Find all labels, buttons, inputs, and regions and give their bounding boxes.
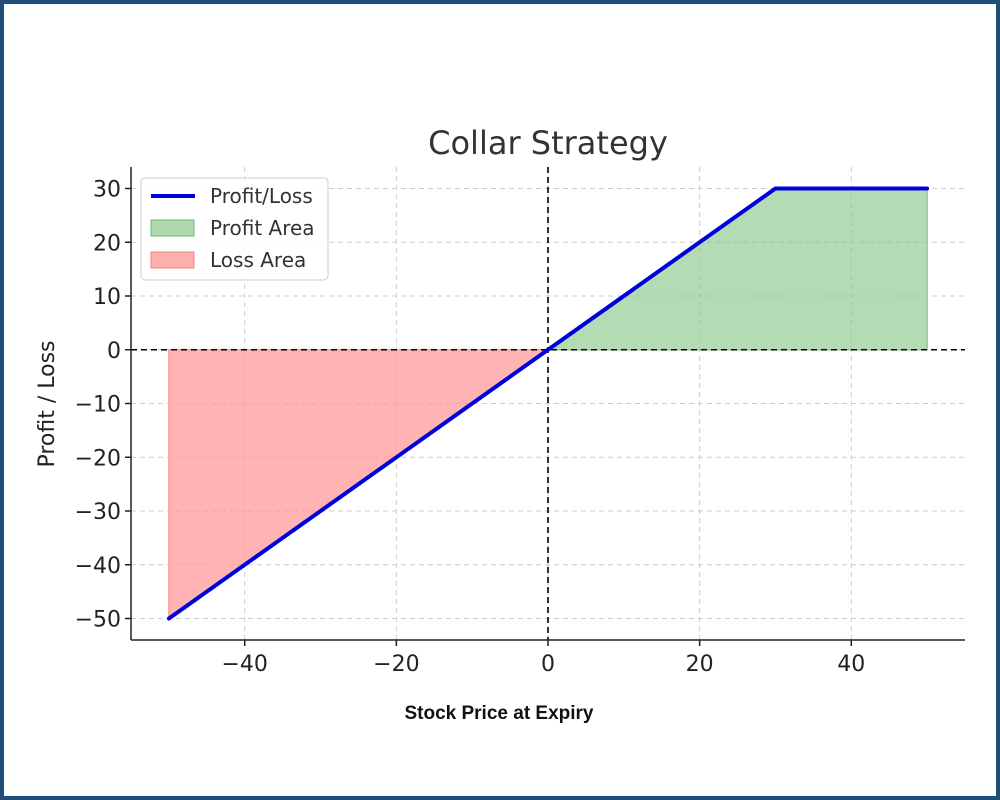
y-axis-label: Profit / Loss [35,340,60,467]
x-tick-label--40: −40 [222,652,268,677]
x-tick-label-0: 0 [541,652,555,677]
legend: Profit/Loss Profit Area Loss Area [140,177,329,281]
y-tick-label-30: 30 [93,178,121,203]
y-tick-label-20: 20 [93,231,121,256]
area-profit-area [545,187,928,351]
legend-swatch-profit-area [150,219,195,237]
y-tick-label--40: −40 [75,554,121,579]
legend-label-profit-loss: Profit/Loss [210,184,313,208]
x-tick-label--20: −20 [373,652,419,677]
series-lines [166,186,930,621]
chart-title: Collar Strategy [428,124,668,162]
legend-label-profit-area: Profit Area [210,216,315,240]
y-tick-label--30: −30 [75,500,121,525]
x-axis-label: Stock Price at Expiry [404,703,593,724]
y-tick-label--10: −10 [75,393,121,418]
tick-labels: −40 −20 0 20 40 30 20 10 0 −10 −20 −30 −40 −50 [75,178,866,678]
legend-label-loss-area: Loss Area [210,248,306,272]
legend-swatch-loss-area [150,251,195,269]
y-tick-label-10: 10 [93,285,121,310]
y-tick-label--50: −50 [75,608,121,633]
zero-reference-lines [131,167,965,640]
y-tick-label-0: 0 [107,339,121,364]
x-tick-label-40: 40 [837,652,865,677]
x-tick-label-20: 20 [686,652,714,677]
y-tick-label--20: −20 [75,446,121,471]
series-line-profit-loss [166,186,930,621]
